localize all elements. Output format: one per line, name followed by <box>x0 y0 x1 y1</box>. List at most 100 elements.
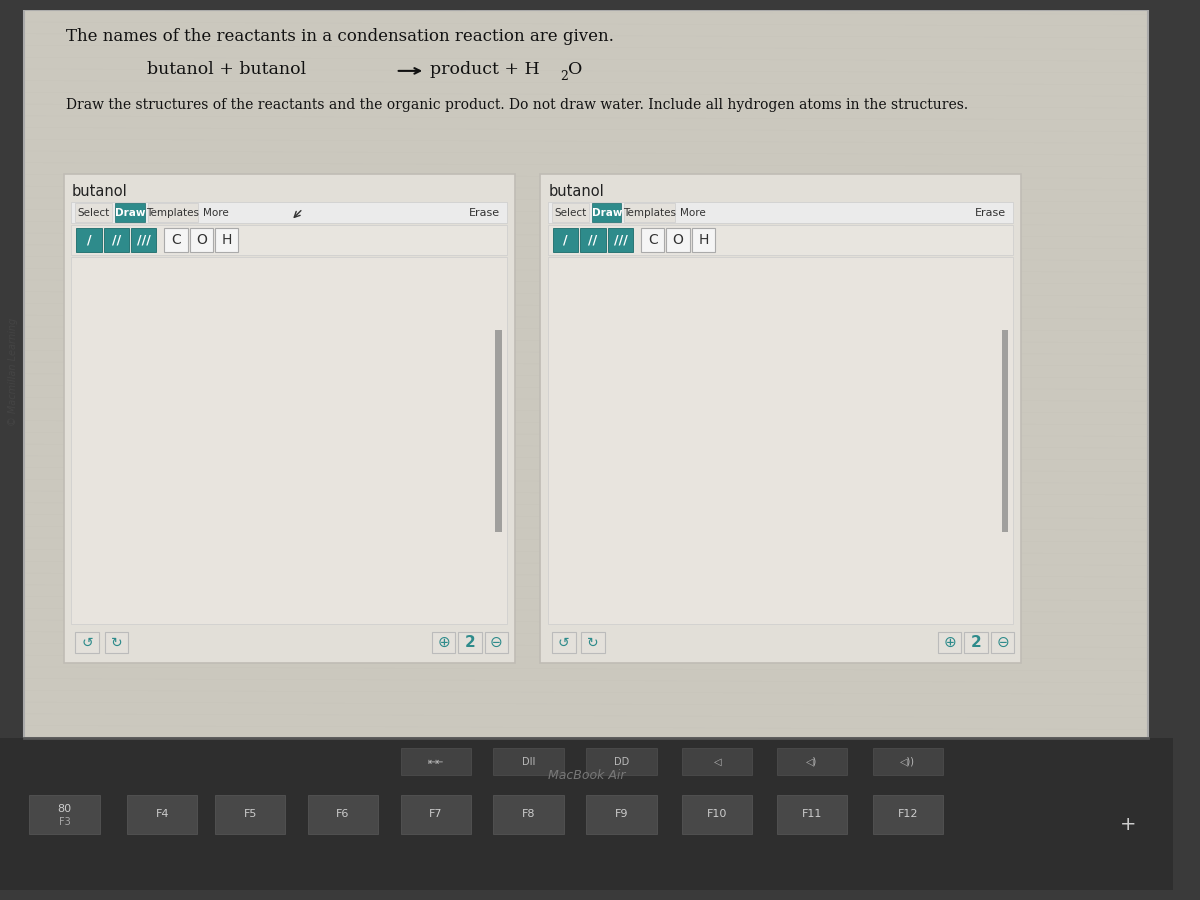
Text: O: O <box>673 233 684 247</box>
Bar <box>776 795 847 834</box>
Text: ///: /// <box>613 233 628 247</box>
Bar <box>641 229 665 252</box>
Bar <box>965 632 988 653</box>
Text: Erase: Erase <box>469 208 500 218</box>
Bar <box>553 229 578 252</box>
Text: /: / <box>564 233 568 247</box>
Text: ↺: ↺ <box>82 635 92 650</box>
Text: ⊕: ⊕ <box>943 635 956 650</box>
Bar <box>190 229 214 252</box>
Text: F5: F5 <box>244 809 257 820</box>
Text: //: // <box>112 233 121 247</box>
Text: +: + <box>1121 814 1136 833</box>
Text: F11: F11 <box>802 809 822 820</box>
Text: DD: DD <box>614 757 629 767</box>
Bar <box>1002 330 1008 532</box>
Text: F4: F4 <box>156 809 169 820</box>
Text: C: C <box>172 233 181 247</box>
Bar <box>587 795 656 834</box>
Bar <box>587 748 656 776</box>
Text: O: O <box>196 233 206 247</box>
Text: F9: F9 <box>614 809 628 820</box>
Text: butanol: butanol <box>71 184 127 199</box>
Text: C: C <box>648 233 658 247</box>
Text: F6: F6 <box>336 809 349 820</box>
Text: More: More <box>680 208 706 218</box>
Bar <box>552 202 589 222</box>
Text: ↺: ↺ <box>558 635 570 650</box>
Bar <box>592 202 622 222</box>
Bar <box>552 632 576 653</box>
Bar <box>458 632 481 653</box>
Bar <box>872 748 943 776</box>
Bar <box>991 632 1014 653</box>
Text: H: H <box>698 233 709 247</box>
Bar <box>115 202 145 222</box>
Bar <box>71 256 508 624</box>
Text: Draw: Draw <box>115 208 145 218</box>
Bar <box>682 795 752 834</box>
Bar <box>624 202 676 222</box>
Bar <box>485 632 508 653</box>
Bar <box>872 795 943 834</box>
Bar <box>307 795 378 834</box>
Text: butanol + butanol: butanol + butanol <box>146 61 306 78</box>
Text: ◁): ◁) <box>806 757 817 767</box>
Bar <box>71 202 508 223</box>
Text: ◁: ◁ <box>714 757 721 767</box>
Bar <box>581 229 606 252</box>
Bar <box>0 738 1172 890</box>
Bar <box>76 632 98 653</box>
Bar <box>64 175 515 663</box>
Text: DII: DII <box>522 757 535 767</box>
Bar <box>215 795 286 834</box>
Text: Draw the structures of the reactants and the organic product. Do not draw water.: Draw the structures of the reactants and… <box>66 98 968 112</box>
Text: ///: /// <box>137 233 150 247</box>
Text: H: H <box>222 233 232 247</box>
Bar <box>131 229 156 252</box>
Text: ⊖: ⊖ <box>996 635 1009 650</box>
Bar <box>103 229 128 252</box>
Bar <box>493 795 564 834</box>
Text: More: More <box>203 208 229 218</box>
Text: F3: F3 <box>59 817 71 827</box>
Bar <box>682 748 752 776</box>
Bar <box>76 202 113 222</box>
Bar <box>432 632 455 653</box>
Bar <box>666 229 690 252</box>
Text: Templates: Templates <box>623 208 677 218</box>
Text: 2: 2 <box>560 70 568 83</box>
Text: F12: F12 <box>898 809 918 820</box>
Text: F10: F10 <box>707 809 727 820</box>
Bar <box>776 748 847 776</box>
Bar <box>164 229 187 252</box>
Text: 2: 2 <box>971 635 982 650</box>
Bar <box>540 175 1021 663</box>
Text: Erase: Erase <box>976 208 1007 218</box>
Bar <box>401 748 470 776</box>
Text: F8: F8 <box>522 809 535 820</box>
Text: butanol: butanol <box>548 184 604 199</box>
Bar <box>548 225 1013 255</box>
Bar <box>127 795 197 834</box>
Text: product + H: product + H <box>430 61 540 78</box>
Bar <box>215 229 239 252</box>
Bar <box>607 229 634 252</box>
Text: /: / <box>86 233 91 247</box>
Text: //: // <box>588 233 598 247</box>
Bar <box>401 795 470 834</box>
Bar <box>104 632 128 653</box>
Bar <box>548 202 1013 223</box>
Text: Draw: Draw <box>592 208 622 218</box>
Bar <box>496 330 503 532</box>
Bar <box>71 225 508 255</box>
Text: ⇤⇤: ⇤⇤ <box>427 757 444 767</box>
Bar <box>691 229 715 252</box>
Bar <box>548 256 1013 624</box>
Text: Select: Select <box>554 208 587 218</box>
Text: © Macmillan Learning: © Macmillan Learning <box>7 318 18 426</box>
Text: ↻: ↻ <box>587 635 599 650</box>
Bar <box>77 229 102 252</box>
Text: ⊕: ⊕ <box>437 635 450 650</box>
Text: ◁)): ◁)) <box>900 757 916 767</box>
